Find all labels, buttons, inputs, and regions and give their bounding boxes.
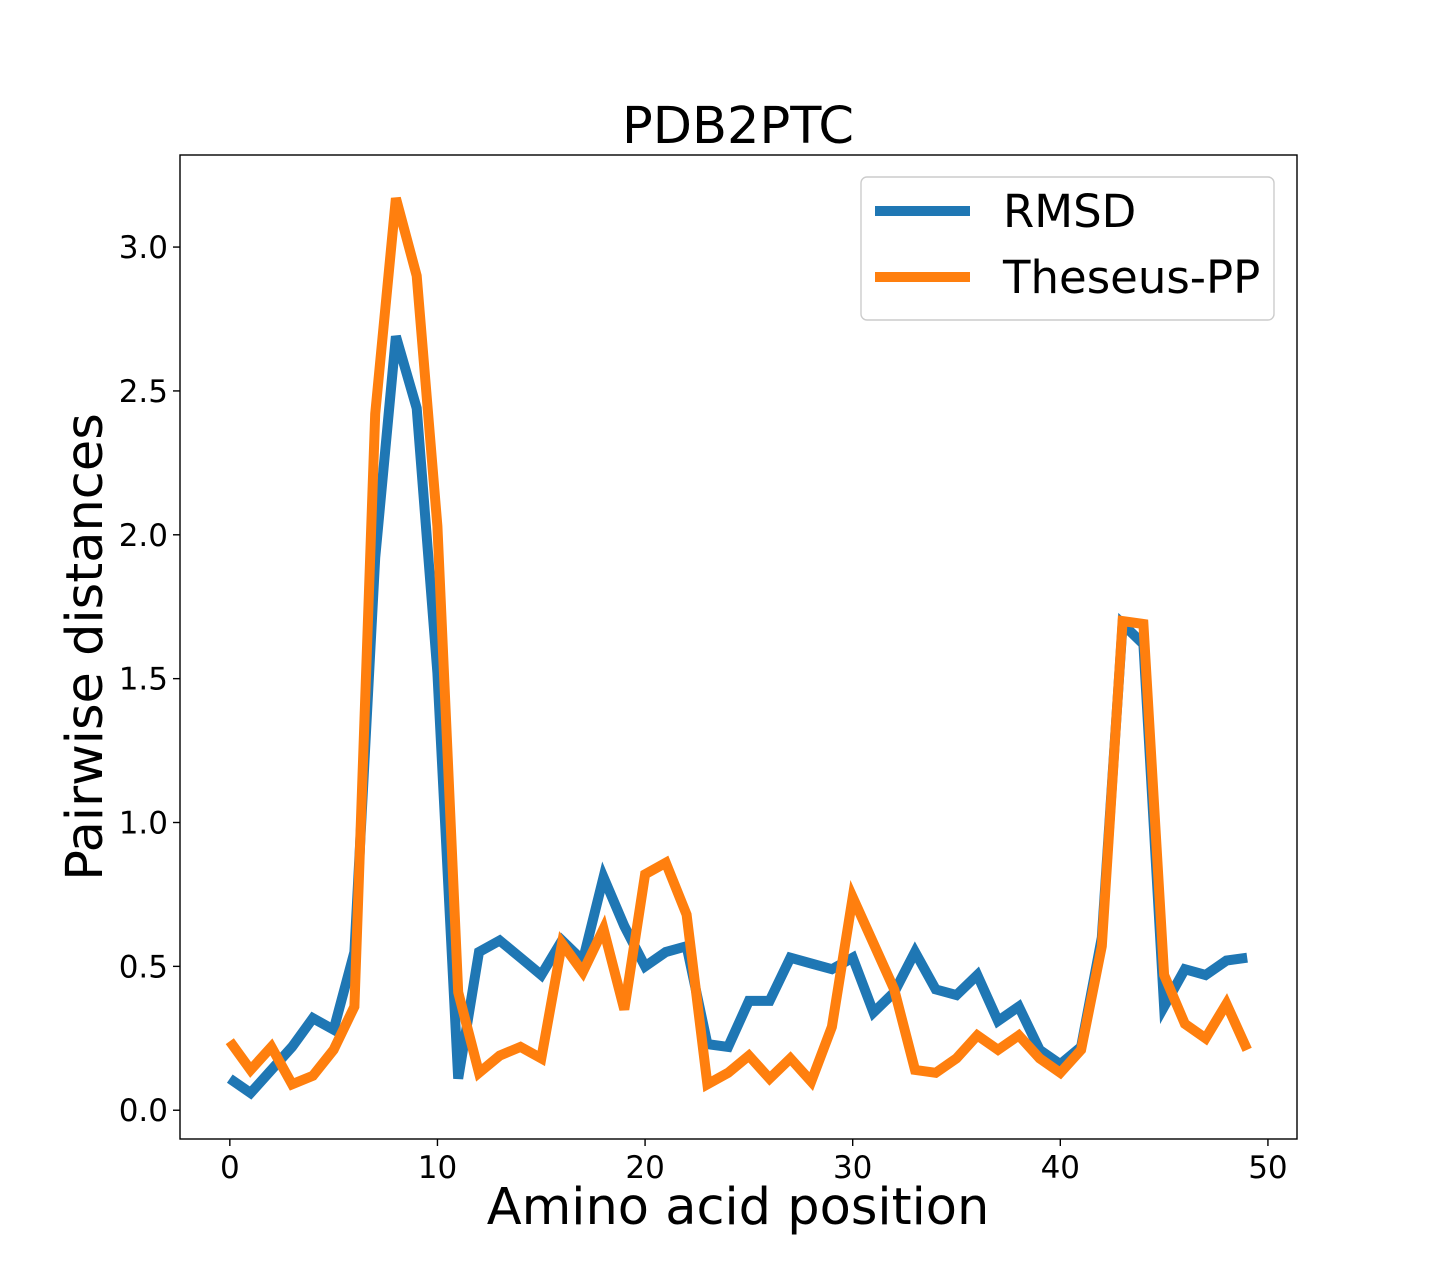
y-axis-label: Pairwise distances [56, 413, 115, 881]
series-line-theseus-pp [225, 196, 1252, 1093]
x-tick-label: 10 [418, 1150, 457, 1186]
x-tick-label: 0 [220, 1150, 240, 1186]
y-tick-label: 1.5 [119, 662, 168, 698]
x-axis-label: Amino acid position [487, 1178, 990, 1237]
y-tick-label: 0.0 [119, 1093, 168, 1129]
plot-frame [179, 154, 1298, 1140]
y-tick-label: 3.0 [119, 230, 168, 266]
legend-label-rmsd: RMSD [1003, 185, 1136, 238]
y-axis: 0.0 0.5 1.0 1.5 2.0 2.5 3.0 [119, 230, 180, 1129]
y-tick-label: 2.5 [119, 374, 168, 410]
series-layer [225, 196, 1252, 1100]
chart-title: PDB2PTC [622, 97, 854, 156]
legend: RMSD Theseus-PP [860, 176, 1275, 321]
x-tick-label: 30 [833, 1150, 872, 1186]
x-tick-label: 50 [1248, 1150, 1287, 1186]
legend-label-theseus-pp: Theseus-PP [1002, 251, 1260, 304]
y-tick-label: 2.0 [119, 518, 168, 554]
y-tick-label: 0.5 [119, 949, 168, 985]
x-axis: 0 10 20 30 40 50 [220, 1139, 1288, 1186]
x-tick-label: 20 [625, 1150, 664, 1186]
y-tick-label: 1.0 [119, 806, 168, 842]
x-tick-label: 40 [1041, 1150, 1080, 1186]
